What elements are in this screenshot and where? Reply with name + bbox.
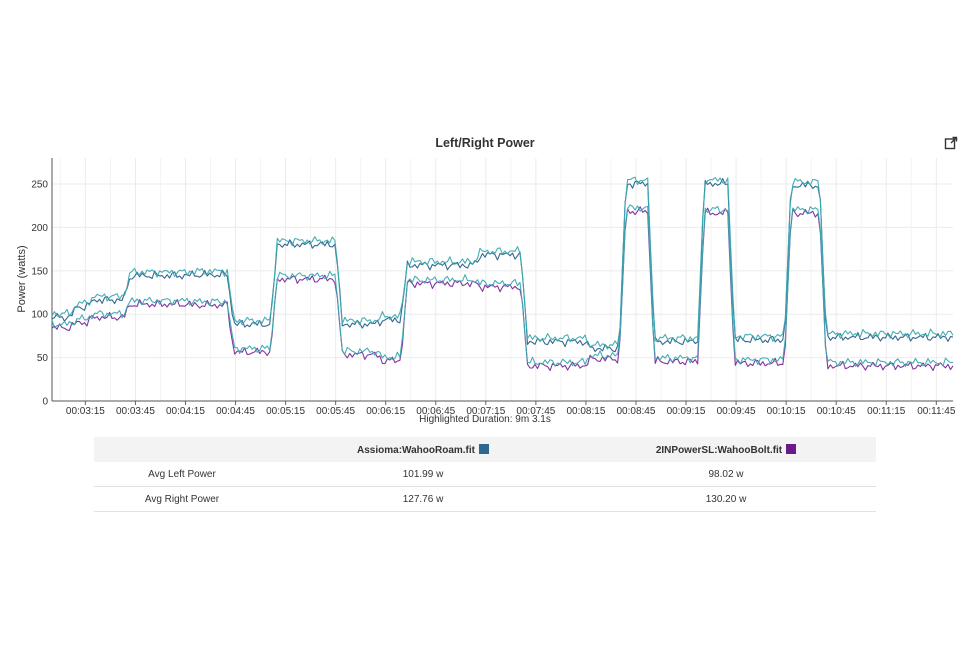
stats-table: Assioma:WahooRoam.fit 2INPowerSL:WahooBo… — [94, 437, 876, 512]
cell-value: 127.76 w — [270, 486, 576, 512]
highlighted-duration: Highlighted Duration: 9m 3.1s — [419, 414, 551, 425]
table-row: Avg Right Power 127.76 w 130.20 w — [94, 486, 876, 512]
header-file-2: 2INPowerSL:WahooBolt.fit — [576, 437, 876, 462]
x-tick-label: 00:05:15 — [266, 406, 305, 417]
x-tick-label: 00:10:45 — [817, 406, 856, 417]
row-label: Avg Left Power — [94, 462, 270, 487]
y-axis-label: Power (watts) — [16, 245, 28, 312]
external-link-icon[interactable] — [944, 136, 958, 150]
power-series-line — [51, 178, 954, 353]
cell-value: 130.20 w — [576, 486, 876, 512]
x-tick-label: 00:06:45 — [416, 406, 455, 417]
file-2-name: 2INPowerSL:WahooBolt.fit — [655, 444, 783, 456]
row-label: Avg Right Power — [94, 486, 270, 512]
x-tick-label: 00:09:45 — [717, 406, 756, 417]
x-tick-label: 00:06:15 — [366, 406, 405, 417]
x-tick-label: 00:11:45 — [917, 406, 956, 417]
y-tick-label: 200 — [31, 223, 48, 234]
cell-value: 101.99 w — [270, 462, 576, 487]
x-tick-label: 00:09:15 — [667, 406, 706, 417]
x-tick-label: 00:07:15 — [466, 406, 505, 417]
y-tick-label: 100 — [31, 310, 48, 321]
x-tick-label: 00:08:45 — [617, 406, 656, 417]
x-tick-label: 00:08:15 — [566, 406, 605, 417]
file-1-swatch — [478, 443, 489, 454]
power-series-line — [51, 204, 954, 367]
x-tick-label: 00:05:45 — [316, 406, 355, 417]
x-tick-label: 00:03:15 — [66, 406, 105, 417]
header-blank — [94, 437, 270, 462]
power-series-line — [51, 206, 954, 372]
chart-title: Left/Right Power — [435, 136, 535, 150]
y-tick-label: 250 — [31, 180, 48, 191]
x-tick-label: 00:07:45 — [516, 406, 555, 417]
y-tick-label: 150 — [31, 266, 48, 277]
x-tick-label: 00:04:15 — [166, 406, 205, 417]
x-tick-label: 00:04:45 — [216, 406, 255, 417]
table-row: Avg Left Power 101.99 w 98.02 w — [94, 462, 876, 487]
grid — [52, 158, 953, 402]
x-tick-label: 00:11:15 — [867, 406, 906, 417]
table-header-row: Assioma:WahooRoam.fit 2INPowerSL:WahooBo… — [94, 437, 876, 462]
axes: 0 50 100 150 200 250 00:03:15 00:03:45 00:04:15 0… — [31, 158, 956, 417]
series — [51, 176, 954, 372]
y-tick-label: 50 — [37, 353, 49, 364]
header-file-1: Assioma:WahooRoam.fit — [270, 437, 576, 462]
power-chart: 0 50 100 150 200 250 00:03:15 00:03:45 00:04:15 0… — [16, 158, 956, 417]
x-tick-label: 00:03:45 — [116, 406, 155, 417]
y-tick-label: 0 — [42, 397, 48, 408]
power-series-line — [51, 176, 954, 350]
file-2-swatch — [786, 443, 797, 454]
cell-value: 98.02 w — [576, 462, 876, 487]
x-tick-label: 00:10:15 — [767, 406, 806, 417]
file-1-name: Assioma:WahooRoam.fit — [357, 444, 475, 456]
